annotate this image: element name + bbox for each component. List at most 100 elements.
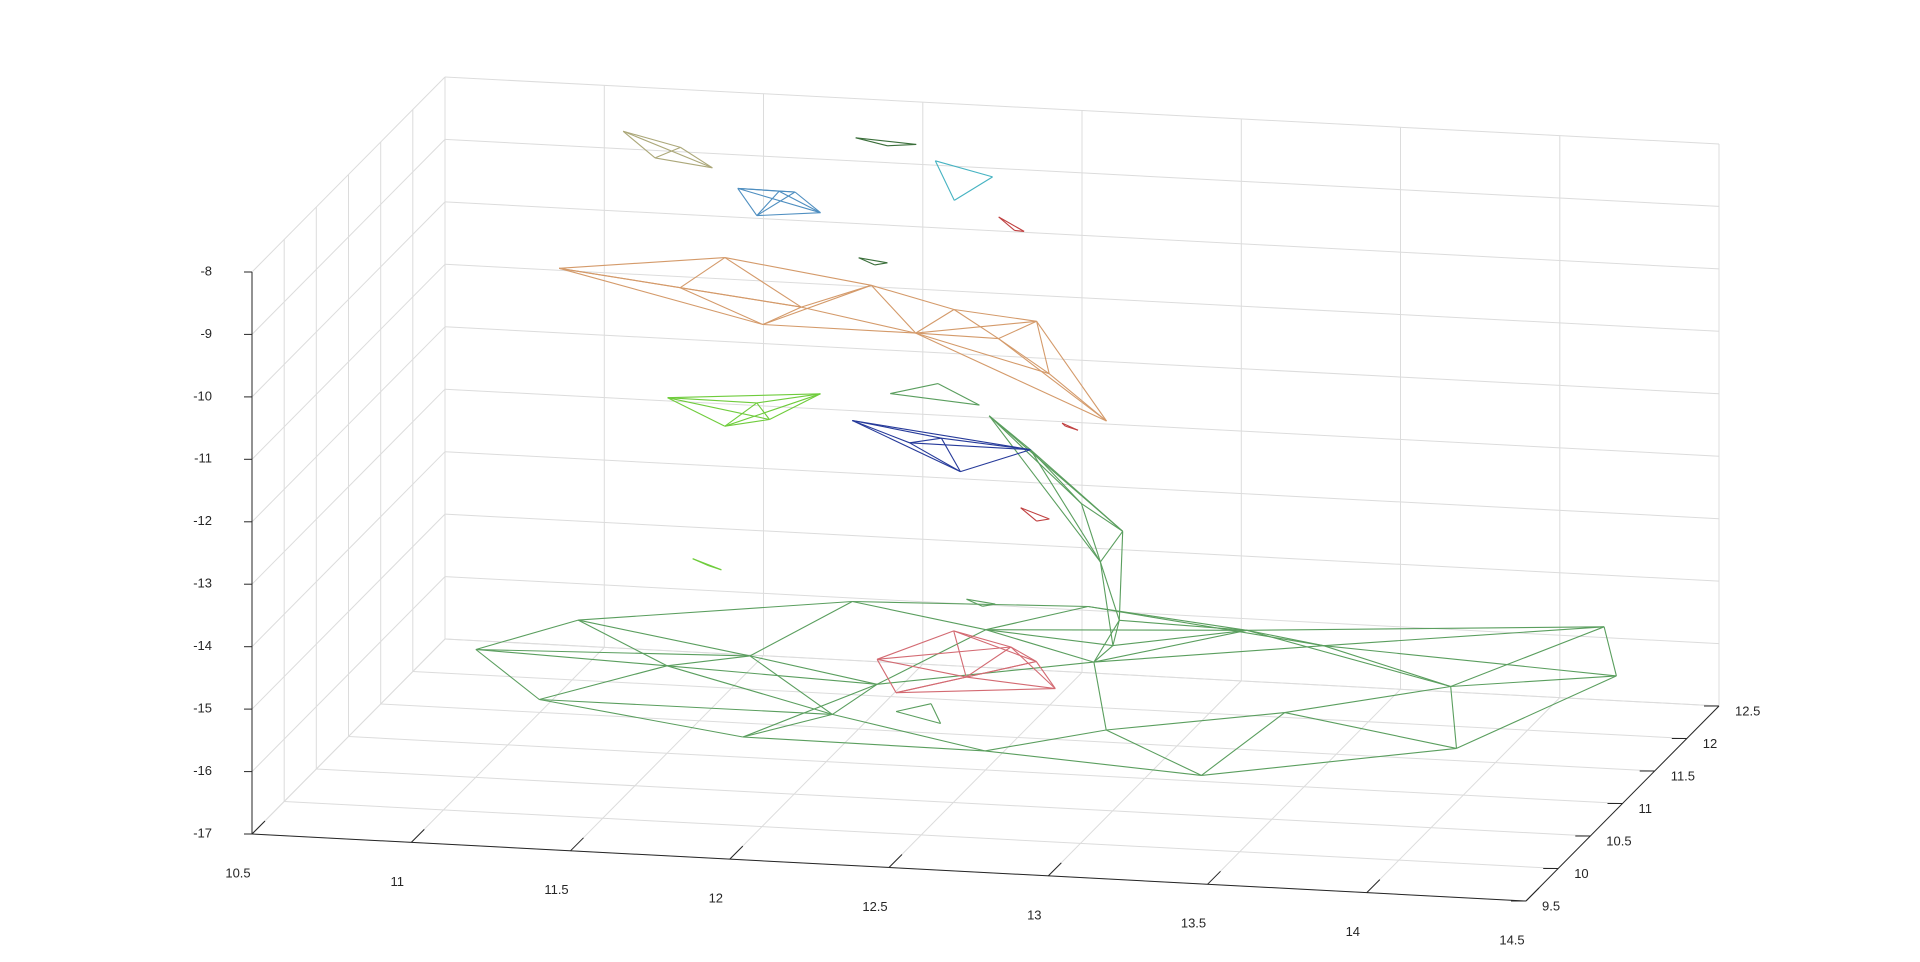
mesh-12-edge: [1020, 507, 1037, 522]
grid-line-y-floor: [412, 671, 1687, 739]
z-tick-label: -10: [193, 388, 212, 403]
x-tick-label: 14.5: [1499, 932, 1524, 947]
grid-line-z-back: [444, 76, 1720, 145]
grid-line-z-side: [251, 326, 446, 523]
mesh-0-edge: [666, 665, 833, 715]
y-tick-label: 11: [1639, 801, 1653, 816]
mesh-6-edge: [623, 130, 681, 148]
mesh-1-edge: [915, 332, 1050, 375]
mesh-2-edge: [876, 659, 897, 693]
mesh-0-edge: [852, 600, 1089, 608]
grid-line-z-back: [444, 576, 1720, 645]
mesh-6-edge: [622, 130, 713, 169]
mesh-9-edge: [890, 393, 980, 406]
grid-line-z-back: [444, 388, 1720, 457]
mesh-0-edge: [852, 600, 986, 631]
mesh-0-edge: [749, 655, 833, 715]
grid-line-z-back: [444, 638, 1720, 707]
mesh-8-edge: [855, 137, 917, 145]
mesh-11-edge: [1065, 425, 1079, 431]
mesh-0-edge: [475, 648, 668, 667]
mesh-0-edge: [1201, 747, 1457, 776]
mesh-0-edge: [988, 415, 1101, 563]
mesh-2-edge: [876, 658, 967, 678]
z-tick-label: -16: [193, 763, 212, 778]
mesh-5-edge: [737, 187, 821, 214]
mesh-9-edge: [890, 383, 939, 395]
mesh-2-edge: [1010, 646, 1037, 662]
mesh-1-edge: [801, 284, 872, 308]
mesh-0-edge: [988, 415, 1082, 504]
mesh-1-edge: [724, 257, 802, 308]
grid-line-z-side: [251, 263, 446, 460]
mesh-0-edge: [1450, 675, 1617, 688]
mesh-0-edge: [1112, 620, 1120, 646]
mesh-14-edge: [708, 565, 722, 571]
mesh-8-edge: [855, 137, 888, 147]
mesh-1-edge: [870, 284, 917, 334]
mesh-1-edge: [559, 257, 725, 269]
mesh-3-edge: [852, 420, 961, 473]
grid-line-z-back: [444, 138, 1720, 207]
mesh-11-edge: [1061, 422, 1066, 427]
mesh-0-edge: [984, 729, 1107, 752]
mesh-0-edge: [475, 648, 751, 657]
mesh-0-edge: [1105, 729, 1202, 776]
mesh-3-edge: [909, 442, 961, 473]
mesh-0-edge: [1106, 712, 1285, 731]
x-tick-mark: [1525, 887, 1540, 902]
grid-line-z-side: [251, 638, 446, 835]
mesh-0-edge: [1246, 629, 1451, 688]
z-tick-label: -17: [193, 825, 212, 840]
mesh-12-edge: [1036, 518, 1050, 522]
x-tick-label: 11.5: [544, 882, 568, 897]
grid-line-z-side: [251, 201, 446, 398]
y-tick-label: 10: [1574, 866, 1588, 881]
mesh-3-edge: [940, 437, 961, 472]
mesh-3-edge: [960, 449, 1031, 473]
mesh-2-edge: [1035, 661, 1056, 689]
mesh-0-edge: [578, 600, 853, 621]
mesh-10-edge: [1014, 229, 1025, 232]
mesh-0-edge: [539, 698, 743, 738]
grid-line-z-back: [444, 201, 1720, 270]
mesh-1-edge: [1036, 321, 1050, 374]
z-tick-label: -12: [193, 513, 212, 528]
x-tick-label: 10.5: [225, 865, 250, 880]
mesh-0-edge: [988, 415, 1124, 532]
x-tick-mark: [888, 854, 903, 868]
grid-line-z-side: [251, 76, 446, 273]
mesh-6-edge: [622, 130, 656, 159]
mesh-0-edge: [1093, 620, 1120, 663]
mesh-1-edge: [679, 287, 764, 326]
mesh-0-edge: [578, 619, 751, 657]
mesh-0-edge: [1080, 503, 1101, 563]
mesh-10-edge: [998, 216, 1015, 231]
mesh-6-edge: [655, 157, 713, 169]
grid-layer: [251, 76, 1720, 902]
z-tick-label: -9: [200, 326, 212, 341]
mesh-0-edge: [539, 698, 833, 715]
mesh-1-edge: [915, 320, 1037, 334]
mesh-5-edge: [756, 190, 780, 216]
x-tick-mark: [1366, 879, 1381, 893]
mesh-2-edge: [953, 630, 1037, 663]
mesh-5-edge: [737, 188, 758, 216]
y-tick-label: 10.5: [1606, 833, 1631, 848]
mesh-4-edge: [724, 418, 770, 427]
mesh-5-edge: [756, 212, 821, 217]
x-tick-label: 13: [1027, 907, 1041, 922]
mesh-4-edge: [756, 393, 821, 404]
mesh-1-edge: [762, 284, 872, 326]
mesh-0-edge: [1099, 561, 1120, 621]
mesh-5-edge: [794, 191, 821, 214]
mesh-1-edge: [998, 320, 1037, 340]
mesh-1-edge: [801, 306, 916, 334]
mesh-0-edge: [666, 655, 751, 667]
mesh-0-edge: [1323, 645, 1451, 688]
z-tick-label: -15: [193, 701, 212, 716]
mesh-0-edge: [1118, 531, 1124, 621]
mesh-5-edge: [778, 190, 821, 214]
mesh-0-edge: [1093, 629, 1248, 663]
mesh-4-edge: [769, 393, 821, 420]
